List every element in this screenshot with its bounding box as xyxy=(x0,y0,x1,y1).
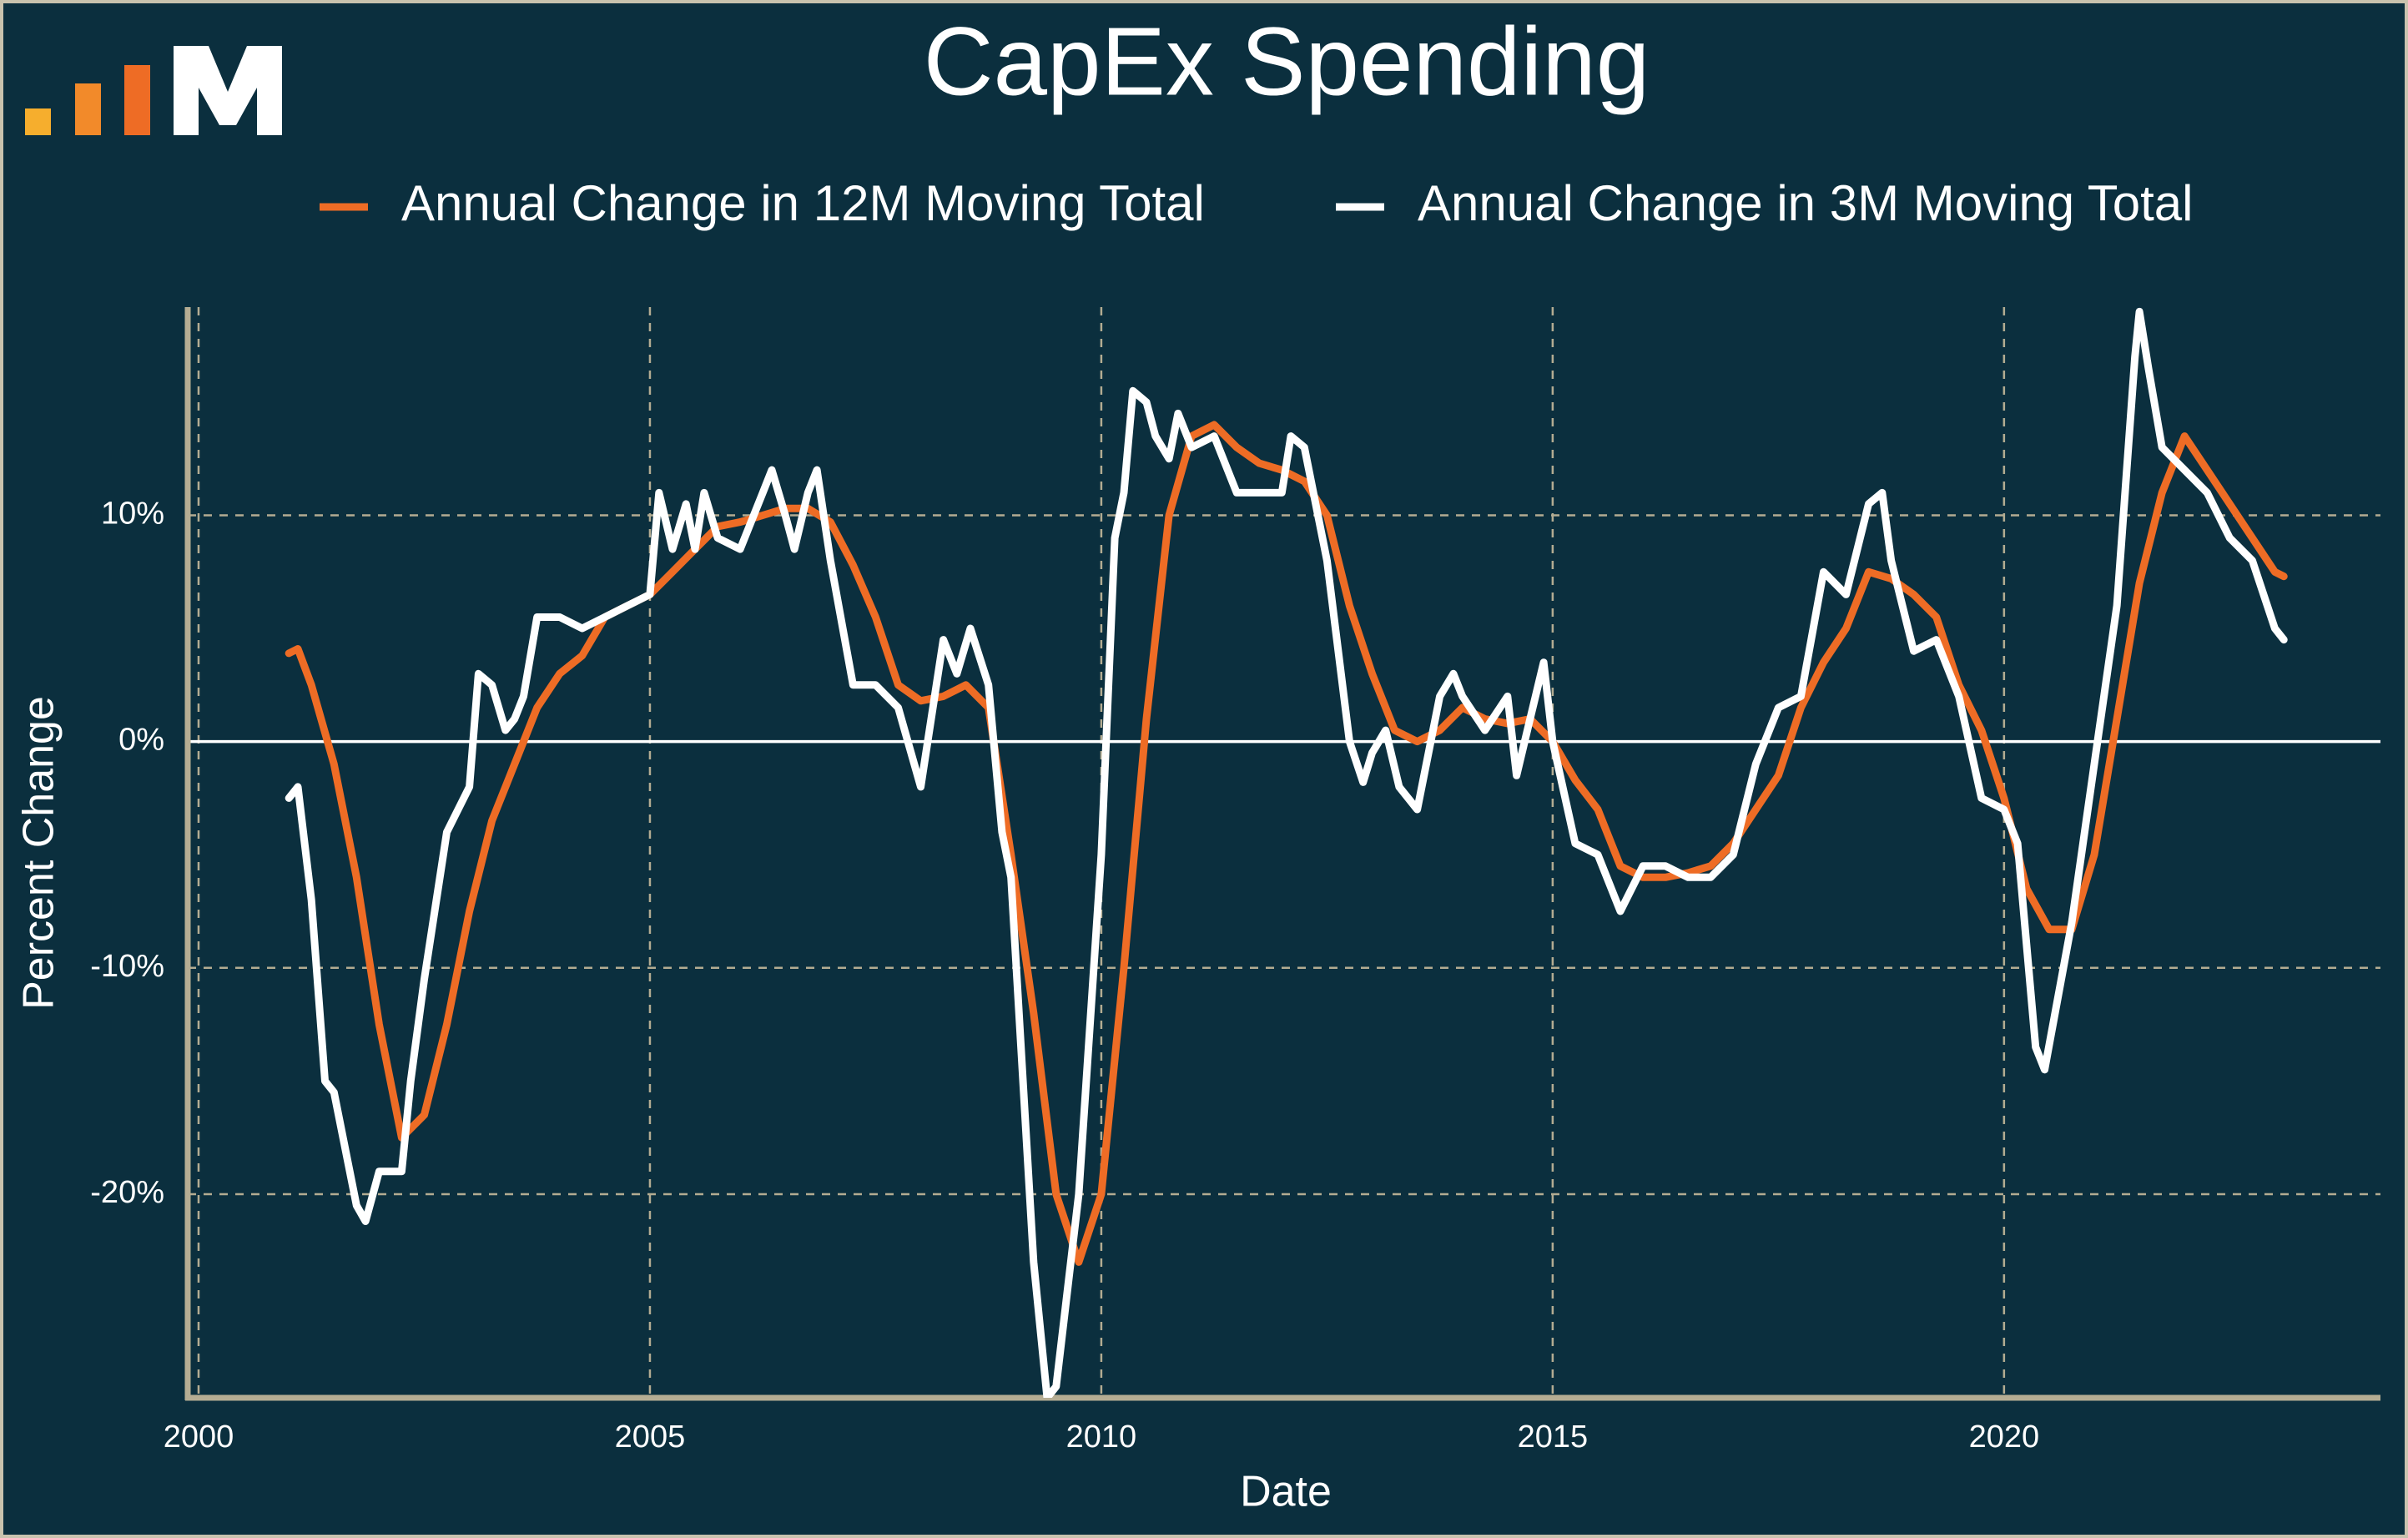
y-axis-label: Percent Change xyxy=(15,696,63,1010)
y-tick-label: -20% xyxy=(90,1175,164,1210)
y-tick-label: 10% xyxy=(101,497,164,532)
logo-bar xyxy=(25,108,51,135)
logo-letter xyxy=(174,46,282,135)
logo xyxy=(25,46,282,135)
series-line xyxy=(285,307,2288,1398)
legend-label: Annual Change in 12M Moving Total xyxy=(401,175,1205,231)
x-tick-label: 2015 xyxy=(1518,1419,1589,1455)
y-tick-label: 0% xyxy=(118,723,164,758)
legend-label: Annual Change in 3M Moving Total xyxy=(1418,175,2193,231)
x-tick-label: 2000 xyxy=(164,1419,234,1455)
x-tick-label: 2005 xyxy=(615,1419,686,1455)
logo-bar xyxy=(124,65,150,135)
x-tick-label: 2020 xyxy=(1969,1419,2040,1455)
logo-bar xyxy=(75,83,101,135)
x-tick-label: 2010 xyxy=(1066,1419,1137,1455)
x-axis-label: Date xyxy=(1240,1468,1332,1516)
chart-title: CapEx Spending xyxy=(924,8,1650,116)
y-tick-label: -10% xyxy=(90,949,164,984)
